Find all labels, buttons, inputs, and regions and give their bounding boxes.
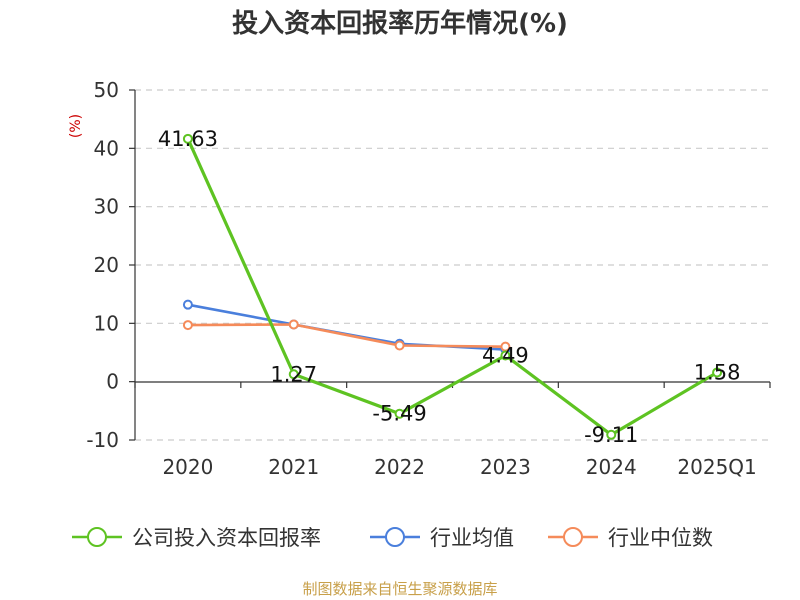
series-line-0	[186, 138, 718, 437]
data-point	[606, 429, 617, 440]
legend-label: 行业均值	[430, 526, 514, 550]
data-labels: 41.63 1.27 -5.49 4.49 -9.11 1.58	[158, 127, 741, 447]
y-tick-label: 30	[94, 195, 119, 219]
source-note: 制图数据来自恒生聚源数据库	[302, 580, 497, 598]
data-label: 4.49	[482, 343, 529, 367]
y-axis-tick-labels: 50 40 30 20 10 0 -10	[86, 78, 119, 452]
x-tick-label: 2024	[586, 455, 637, 479]
data-label: -5.49	[372, 402, 426, 426]
x-tick-label: 2022	[374, 455, 425, 479]
data-point	[712, 367, 723, 378]
y-tick-label: 40	[94, 136, 119, 160]
data-point	[500, 350, 511, 361]
legend-marker	[563, 527, 583, 547]
x-axis-tick-labels: 2020 2021 2022 2023 2024 2025Q1	[162, 455, 756, 479]
data-point	[288, 319, 299, 330]
y-axis-unit-label: (%)	[68, 114, 84, 138]
y-tick-label: 50	[94, 78, 119, 102]
chart-title: 投入资本回报率历年情况(%)	[232, 8, 568, 39]
legend-marker	[385, 527, 405, 547]
x-tick-label: 2025Q1	[677, 455, 756, 479]
series-line-2	[187, 323, 506, 348]
data-label: 41.63	[158, 127, 218, 151]
legend-label: 行业中位数	[608, 526, 713, 550]
x-tick-label: 2023	[480, 455, 531, 479]
legend: 公司投入资本回报率 行业均值 行业中位数	[72, 526, 713, 550]
data-point	[394, 340, 405, 351]
data-label: -9.11	[584, 423, 638, 447]
x-tick-label: 2021	[268, 455, 319, 479]
data-point	[182, 320, 193, 331]
data-point	[182, 133, 193, 144]
y-tick-label: 10	[94, 311, 119, 335]
data-point	[394, 408, 405, 419]
y-tick-label: 20	[94, 253, 119, 277]
legend-marker	[87, 527, 107, 547]
y-tick-label: 0	[106, 370, 119, 394]
data-point	[182, 299, 193, 310]
y-tick-label: -10	[86, 428, 119, 452]
series-line-1	[187, 303, 506, 351]
data-label: 1.58	[694, 360, 741, 384]
grid-lines	[129, 89, 770, 441]
series-lines	[182, 133, 723, 440]
data-label: 1.27	[270, 362, 317, 386]
x-tick-label: 2020	[162, 455, 213, 479]
data-point	[288, 369, 299, 380]
axes	[134, 90, 771, 440]
legend-label: 公司投入资本回报率	[132, 526, 321, 550]
